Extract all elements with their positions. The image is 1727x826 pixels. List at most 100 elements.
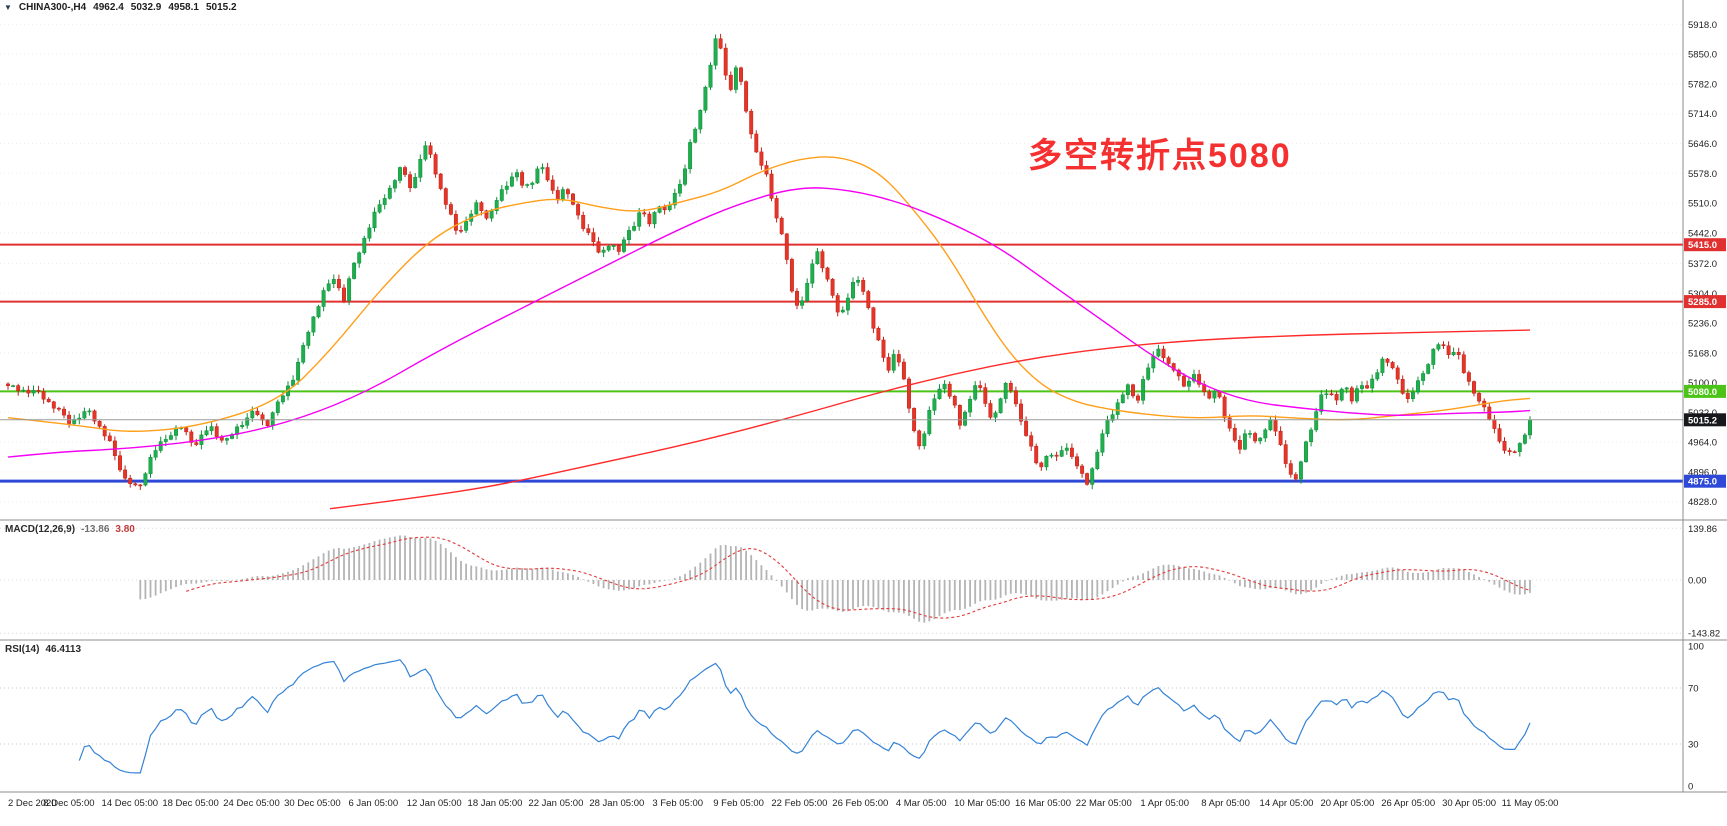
macd-histogram-bar [617,580,620,591]
moving-averages-layer [0,156,1683,510]
time-axis-label: 2 Dec 2020 [8,798,57,809]
price-axis[interactable] [1683,0,1727,792]
macd-histogram-bar [164,580,167,592]
macd-histogram-bar [1198,570,1200,580]
candle-body [423,145,428,160]
candle-body [530,182,535,185]
macd-histogram-bar [862,580,865,607]
symbol-period-label: CHINA300-,H4 [18,2,87,13]
candle-body [1385,358,1390,363]
candle-body [1512,451,1517,453]
macd-histogram-bar [287,571,289,580]
macd-histogram-bar [394,536,396,580]
macd-histogram-bar [1071,580,1073,599]
macd-histogram-bar [663,580,666,581]
candle-body [545,167,550,181]
macd-histogram-bar [841,580,844,612]
price-axis-label: 5782.0 [1688,80,1717,91]
macd-histogram-bar [1177,565,1180,580]
candle-body [342,287,346,301]
macd-histogram-bar [231,580,233,581]
macd-histogram-bar [154,580,157,596]
ma-slow-red [329,329,1531,510]
candle-body [754,133,759,153]
candle-body [1354,388,1359,402]
candle-body [866,291,871,308]
candle-body [1192,374,1196,382]
price-badge [1684,474,1726,488]
quote-open: 4962.4 [93,2,124,13]
candle-body [957,405,962,426]
macd-histogram-bar [1330,578,1333,580]
candle-body [576,204,581,216]
candle-body [688,142,693,170]
macd-histogram-bar [1381,568,1384,580]
candle-body [1431,348,1436,365]
macd-histogram-bar [918,580,921,622]
macd-histogram-bar [1101,580,1104,595]
candle-body [11,385,16,387]
collapse-triangle-icon[interactable]: ▼ [4,2,12,12]
candle-body [387,187,392,199]
macd-histogram-bar [414,538,417,580]
macd-histogram-bar [923,580,926,623]
candle-body [204,430,209,436]
candle-body [1212,391,1217,399]
time-axis-label: 10 Mar 05:00 [954,798,1010,809]
macd-histogram-bar [684,573,686,580]
macd-histogram-bar [948,580,951,612]
candle-body [611,245,616,247]
price-badge [1684,384,1726,398]
candle-body [632,226,637,231]
candle-body [275,401,280,413]
macd-histogram-bar [1040,580,1043,601]
candle-body [805,282,810,301]
macd-histogram-bar [597,580,600,587]
macd-axis-label: 0.00 [1688,576,1707,587]
macd-histogram-bar [292,570,294,580]
macd-histogram-bar [149,580,152,598]
time-axis-label: 6 Jan 05:00 [348,798,398,809]
candle-body [601,249,606,253]
candle-body [789,259,794,292]
candle-body [51,401,56,409]
macd-histogram-bar [1406,571,1409,580]
candle-body [993,412,998,418]
candle-body [265,420,270,426]
candle-body [352,262,357,279]
macd-histogram-bar [714,548,717,580]
candle-body [840,309,845,313]
macd-histogram-bar [1401,570,1404,580]
candle-body [1064,447,1069,451]
macd-histogram-bar [1020,580,1022,594]
macd-histogram-bar [1025,580,1027,595]
macd-histogram-bar [1076,580,1078,599]
candle-body [1410,391,1415,399]
macd-histogram-bar [1432,570,1435,580]
macd-histogram-bar [1228,580,1231,581]
macd-histogram-bar [378,539,381,580]
macd-histogram-bar [1188,568,1190,580]
candle-body [703,86,708,111]
macd-histogram-bar [180,580,182,586]
time-axis-label: 8 Apr 05:00 [1201,798,1250,809]
macd-histogram-bar [444,548,447,580]
macd-histogram-bar [516,567,518,580]
hlines-layer [0,243,1683,483]
macd-histogram-bar [200,580,203,583]
macd-axis-label: 139.86 [1688,524,1717,535]
candle-body [1283,444,1288,464]
rsi-name: RSI(14) [5,644,40,655]
macd-histogram-bar [1274,580,1277,588]
macd-histogram-bar [546,568,549,580]
candle-body [138,484,143,487]
macd-histogram-bar [633,580,635,589]
candle-body [499,189,504,201]
candle-body [744,81,749,112]
time-axis[interactable] [0,792,1727,822]
macd-histogram-bar [699,562,702,580]
candle-body [1370,378,1375,389]
time-axis-label: 20 Apr 05:00 [1320,798,1374,809]
